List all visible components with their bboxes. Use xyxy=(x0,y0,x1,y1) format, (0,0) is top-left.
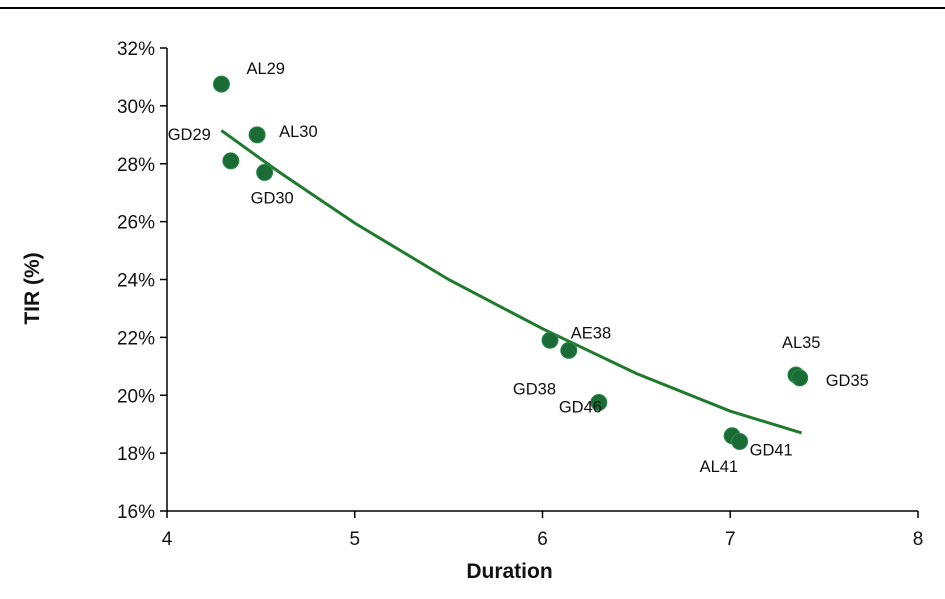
data-point xyxy=(590,393,608,411)
x-tick-label: 6 xyxy=(537,529,548,550)
point-label: GD30 xyxy=(251,189,294,207)
point-label: AL30 xyxy=(279,123,318,141)
point-label: AE38 xyxy=(571,324,611,342)
data-point xyxy=(256,163,274,181)
y-tick-label: 20% xyxy=(117,386,155,407)
data-point xyxy=(560,341,578,359)
y-tick-label: 18% xyxy=(117,444,155,465)
point-label: AL29 xyxy=(246,60,285,78)
trendline xyxy=(220,129,803,435)
point-label: GD41 xyxy=(750,442,793,460)
y-tick-label: 26% xyxy=(117,213,155,234)
data-point xyxy=(212,75,230,93)
y-tick-label: 30% xyxy=(117,97,155,118)
y-tick-label: 16% xyxy=(117,502,155,523)
x-tick-label: 4 xyxy=(162,529,173,550)
y-axis-title: TIR (%) xyxy=(21,252,44,324)
y-tick-label: 28% xyxy=(117,155,155,176)
trendline-group xyxy=(220,129,803,435)
x-tick-label: 5 xyxy=(349,529,360,550)
y-tick-label: 32% xyxy=(117,39,155,60)
point-label: GD35 xyxy=(826,372,869,390)
data-points-group xyxy=(212,75,809,451)
data-point xyxy=(541,331,559,349)
data-point xyxy=(222,152,240,170)
x-tick-label: 7 xyxy=(725,529,736,550)
data-point xyxy=(731,433,749,451)
x-tick-label: 8 xyxy=(913,529,924,550)
data-point xyxy=(248,126,266,144)
point-labels-group: AL29 GD29 AL30 GD30 GD38 AE38 GD46 AL41 GD41 AL35… xyxy=(168,60,869,476)
point-label: GD46 xyxy=(559,398,602,416)
x-axis-title: Duration xyxy=(466,560,552,583)
point-label: GD29 xyxy=(168,126,211,144)
data-point xyxy=(791,369,809,387)
axes: 16% 18% 20% 22% 24% 26% 28% 30% 32% 4 5 6 7 8 xyxy=(117,39,923,550)
point-label: AL35 xyxy=(782,334,821,352)
point-label: GD38 xyxy=(513,380,556,398)
y-tick-label: 22% xyxy=(117,328,155,349)
y-tick-label: 24% xyxy=(117,271,155,292)
point-label: AL41 xyxy=(700,458,739,476)
